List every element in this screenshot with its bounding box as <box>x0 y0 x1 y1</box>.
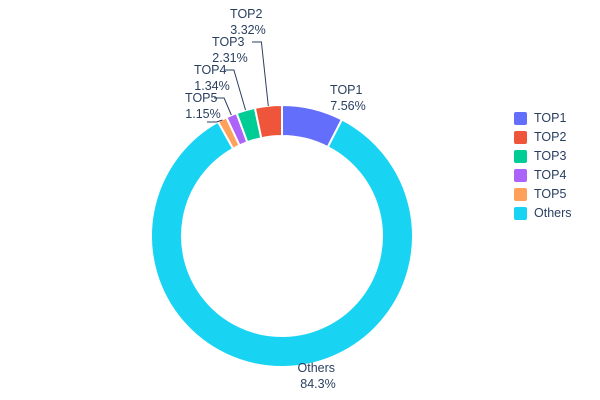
leader-line-top5 <box>207 119 223 123</box>
legend-item-top4[interactable]: TOP4 <box>514 169 572 182</box>
label-top5: TOP5 1.15% <box>185 91 221 121</box>
legend-swatch-top4 <box>514 169 527 182</box>
legend-item-top5[interactable]: TOP5 <box>514 188 572 201</box>
leader-line-top3 <box>224 69 246 111</box>
slice-others[interactable] <box>150 118 414 368</box>
legend-item-top1[interactable]: TOP1 <box>514 112 572 125</box>
donut-slices <box>150 103 414 368</box>
label-top2: TOP2 3.32% <box>230 7 266 37</box>
legend-label-top5: TOP5 <box>534 187 567 201</box>
leader-line-top4 <box>214 97 232 116</box>
slice-top2[interactable] <box>253 103 283 140</box>
legend-label-others: Others <box>534 206 572 220</box>
legend-item-others[interactable]: Others <box>514 207 572 220</box>
legend-label-top1: TOP1 <box>534 111 567 125</box>
legend-label-top4: TOP4 <box>534 168 567 182</box>
legend-label-top2: TOP2 <box>534 130 567 144</box>
label-others: Others 84.3% <box>298 361 339 391</box>
legend-swatch-top5 <box>514 188 527 201</box>
label-top1: TOP1 7.56% <box>330 83 366 113</box>
legend-item-top2[interactable]: TOP2 <box>514 131 572 144</box>
legend-swatch-others <box>514 207 527 220</box>
legend-swatch-top3 <box>514 150 527 163</box>
label-top3: TOP3 2.31% <box>212 35 248 65</box>
leader-line-top2 <box>252 41 269 107</box>
leader-lines <box>207 41 269 123</box>
legend-item-top3[interactable]: TOP3 <box>514 150 572 163</box>
legend: TOP1 TOP2 TOP3 TOP4 TOP5 Others <box>514 112 572 220</box>
label-top4: TOP4 1.34% <box>194 63 230 93</box>
legend-label-top3: TOP3 <box>534 149 567 163</box>
slice-labels: TOP1 7.56% TOP2 3.32% TOP3 2.31% TOP4 1.… <box>185 7 366 391</box>
legend-swatch-top1 <box>514 112 527 125</box>
legend-swatch-top2 <box>514 131 527 144</box>
